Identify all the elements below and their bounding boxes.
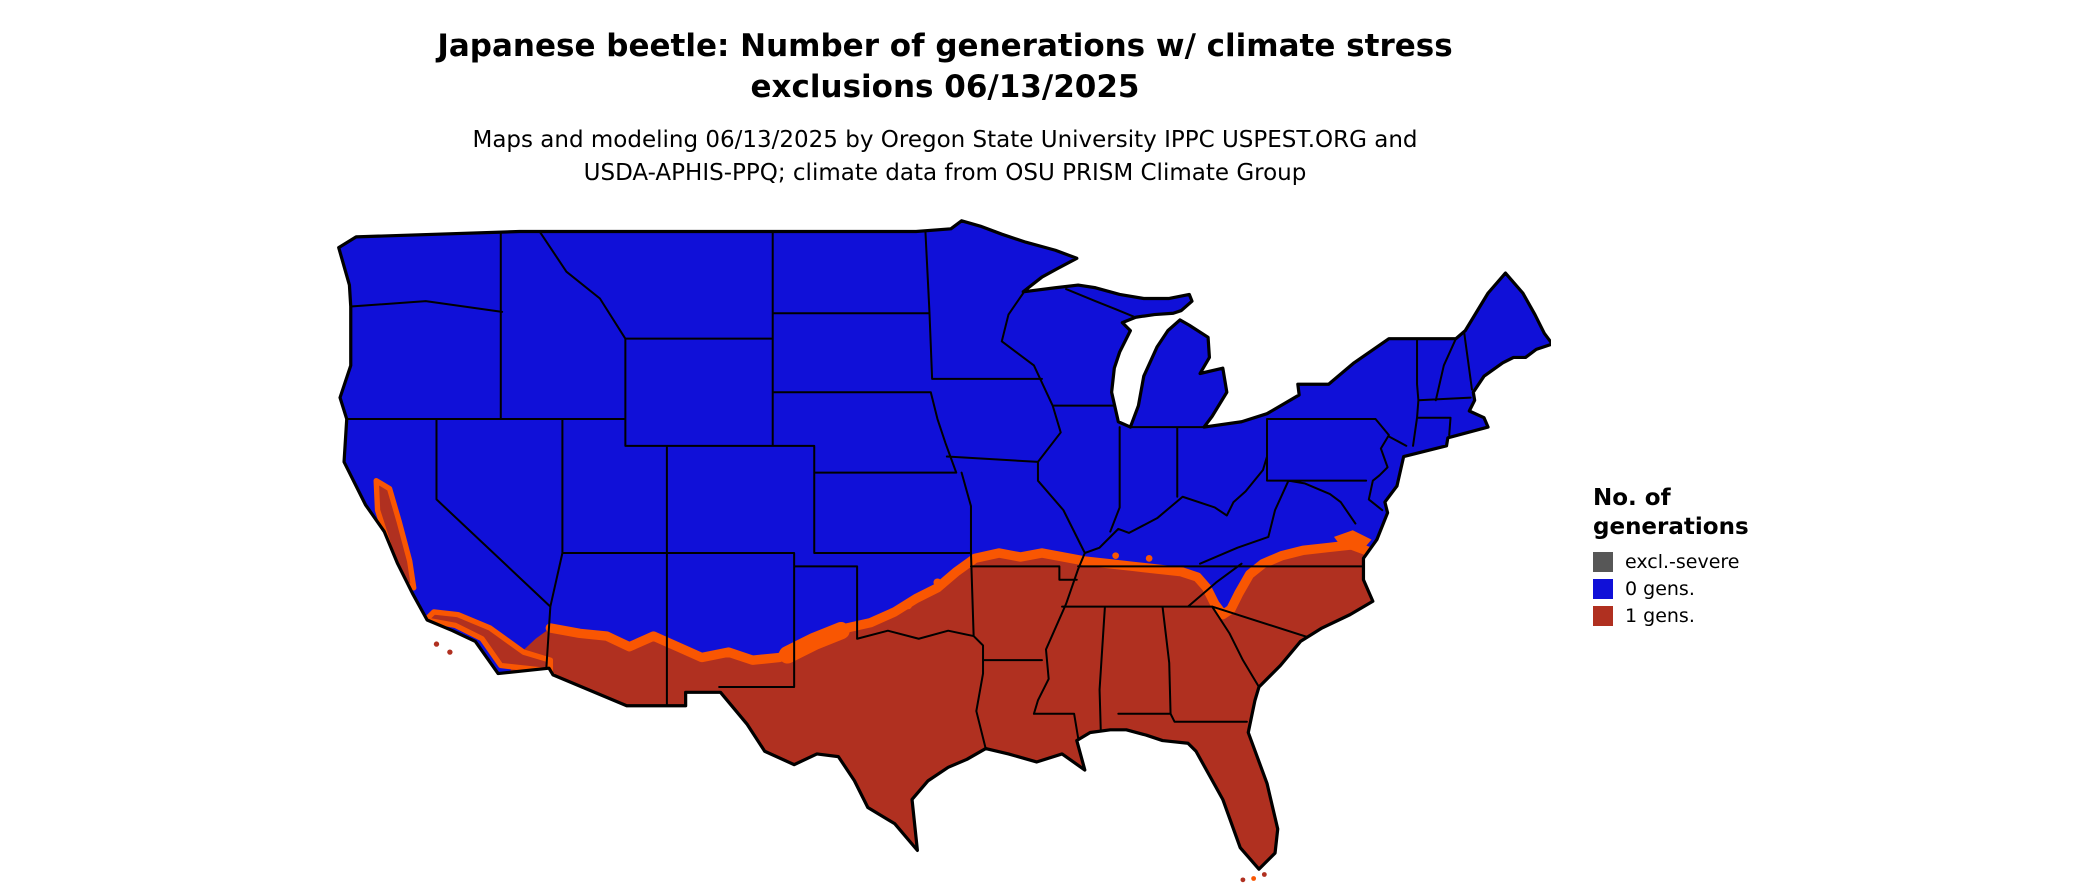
us-generations-map [332, 218, 1554, 888]
figure-subtitle: Maps and modeling 06/13/2025 by Oregon S… [0, 124, 1890, 190]
figure-header: Japanese beetle: Number of generations w… [0, 26, 1890, 190]
us-outline [337, 219, 1554, 871]
legend-swatch-excl-severe [1593, 552, 1613, 572]
legend-label-zero-gens: 0 gens. [1625, 578, 1695, 600]
page-title-line1: Japanese beetle: Number of generations w… [437, 28, 1453, 64]
us-map-svg [337, 219, 1554, 883]
legend-title-line2: generations [1593, 514, 1749, 540]
legend-item-zero-gens: 0 gens. [1593, 579, 1893, 599]
legend-item-one-gen: 1 gens. [1593, 606, 1893, 626]
legend-rows: excl.-severe 0 gens. 1 gens. [1593, 552, 1893, 626]
legend-swatch-one-gen [1593, 606, 1613, 626]
california-valley-zone [373, 477, 554, 674]
legend-item-excl-severe: excl.-severe [1593, 552, 1893, 572]
page-title-line2: exclusions 06/13/2025 [750, 69, 1140, 105]
transition-band-west-texas [778, 621, 850, 664]
legend-label-one-gen: 1 gens. [1625, 605, 1695, 627]
legend-title-line1: No. of [1593, 485, 1671, 511]
legend-label-excl-severe: excl.-severe [1625, 551, 1740, 573]
subtitle-line1: Maps and modeling 06/13/2025 by Oregon S… [472, 127, 1418, 153]
transition-band [545, 540, 1378, 665]
transition-speckles [903, 530, 1372, 610]
legend-swatch-zero-gens [1593, 579, 1613, 599]
state-borders [345, 230, 1473, 750]
subtitle-line2: USDA-APHIS-PPQ; climate data from OSU PR… [583, 160, 1307, 186]
offshore-islands [433, 641, 1267, 883]
legend: No. of generations excl.-severe 0 gens. … [1593, 484, 1893, 633]
